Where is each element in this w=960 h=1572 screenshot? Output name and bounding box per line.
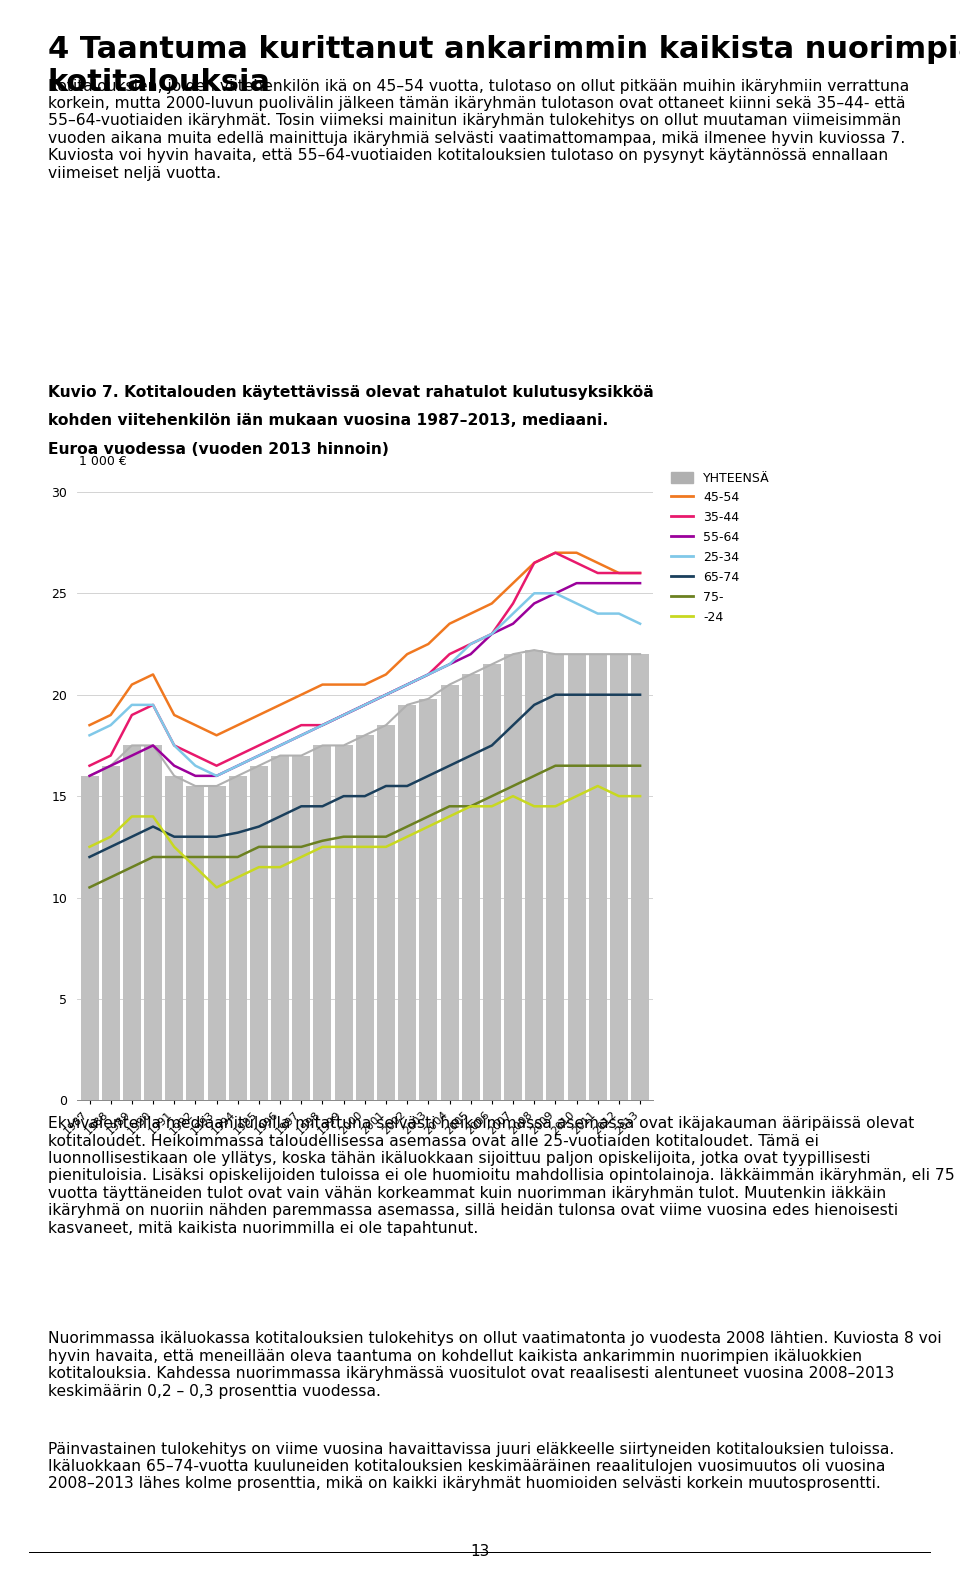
Bar	[207, 786, 226, 1100]
Bar	[567, 654, 586, 1100]
Bar	[314, 745, 331, 1100]
Bar	[228, 777, 247, 1100]
Text: Kotitalouksien, joiden viitehenkilön ikä on 45–54 vuotta, tulotaso on ollut pitk: Kotitalouksien, joiden viitehenkilön ikä…	[48, 79, 909, 181]
Bar	[588, 654, 607, 1100]
Bar	[546, 654, 564, 1100]
Bar	[525, 651, 543, 1100]
Bar	[165, 777, 183, 1100]
Bar	[441, 684, 459, 1100]
Text: Kuvio 7. Kotitalouden käytettävissä olevat rahatulot kulutusyksikköä: Kuvio 7. Kotitalouden käytettävissä olev…	[48, 385, 654, 401]
Text: Päinvastainen tulokehitys on viime vuosina havaittavissa juuri eläkkeelle siirty: Päinvastainen tulokehitys on viime vuosi…	[48, 1442, 895, 1492]
Text: 4 Taantuma kurittanut ankarimmin kaikista nuorimpia: 4 Taantuma kurittanut ankarimmin kaikist…	[48, 35, 960, 63]
Text: 1 000 €: 1 000 €	[79, 454, 127, 467]
Text: kohden viitehenkilön iän mukaan vuosina 1987–2013, mediaani.: kohden viitehenkilön iän mukaan vuosina …	[48, 413, 609, 429]
Bar	[123, 745, 141, 1100]
Bar	[398, 704, 416, 1100]
Bar	[81, 777, 99, 1100]
Bar	[335, 745, 352, 1100]
Text: Nuorimmassa ikäluokassa kotitalouksien tulokehitys on ollut vaatimatonta jo vuod: Nuorimmassa ikäluokassa kotitalouksien t…	[48, 1331, 942, 1399]
Bar	[186, 786, 204, 1100]
Bar	[377, 725, 395, 1100]
Bar	[504, 654, 522, 1100]
Bar	[356, 736, 373, 1100]
Bar	[292, 756, 310, 1100]
Bar	[144, 745, 162, 1100]
Text: 13: 13	[470, 1544, 490, 1559]
Legend: YHTEENSÄ, 45-54, 35-44, 55-64, 25-34, 65-74, 75-, -24: YHTEENSÄ, 45-54, 35-44, 55-64, 25-34, 65…	[671, 472, 770, 624]
Bar	[462, 674, 480, 1100]
Text: Ekvivalenteilla mediaanituloilla mitattuna selvästi heikoimmassa asemassa ovat i: Ekvivalenteilla mediaanituloilla mitattu…	[48, 1116, 955, 1236]
Bar	[271, 756, 289, 1100]
Bar	[610, 654, 628, 1100]
Bar	[250, 766, 268, 1100]
Bar	[420, 700, 438, 1100]
Text: Euroa vuodessa (vuoden 2013 hinnoin): Euroa vuodessa (vuoden 2013 hinnoin)	[48, 442, 389, 457]
Bar	[631, 654, 649, 1100]
Text: kotitalouksia: kotitalouksia	[48, 68, 271, 96]
Bar	[483, 665, 501, 1100]
Bar	[102, 766, 120, 1100]
